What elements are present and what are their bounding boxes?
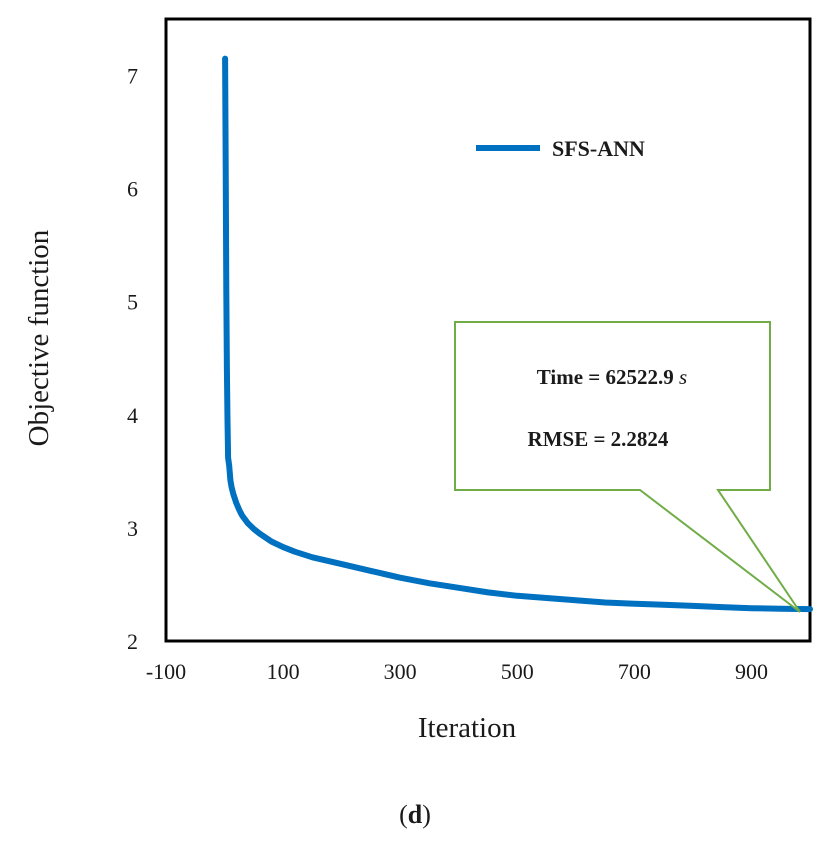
callout-time: Time = 62522.9 s (537, 365, 687, 389)
x-tick-label: 300 (384, 659, 417, 684)
series-line-sfs-ann (222, 55, 813, 613)
x-axis-title: Iteration (418, 712, 517, 744)
legend: SFS-ANN (476, 136, 645, 161)
x-tick-label: 900 (735, 659, 768, 684)
x-tick-label: 700 (618, 659, 651, 684)
callout-rmse: RMSE = 2.2824 (528, 427, 669, 451)
y-tick-label: 3 (127, 516, 138, 541)
panel-label: (d) (399, 800, 431, 829)
x-tick-label: 500 (501, 659, 534, 684)
y-tick-label: 5 (127, 290, 138, 315)
x-tick-label: 100 (267, 659, 300, 684)
chart: 2 3 4 5 6 7 -100 100 300 500 700 900 Objective fun… (23, 17, 813, 744)
y-axis-ticks: 2 3 4 5 6 7 (127, 64, 138, 654)
y-tick-label: 4 (127, 403, 138, 428)
y-tick-label: 7 (127, 64, 138, 89)
y-tick-label: 2 (127, 629, 138, 654)
callout: Time = 62522.9 s RMSE = 2.2824 (454, 321, 801, 613)
x-tick-label: -100 (146, 659, 186, 684)
x-axis-ticks: -100 100 300 500 700 900 (146, 659, 768, 684)
legend-label-sfs-ann: SFS-ANN (552, 136, 645, 161)
callout-box (454, 321, 801, 613)
y-tick-label: 6 (127, 177, 138, 202)
y-axis-title: Objective function (23, 229, 55, 446)
